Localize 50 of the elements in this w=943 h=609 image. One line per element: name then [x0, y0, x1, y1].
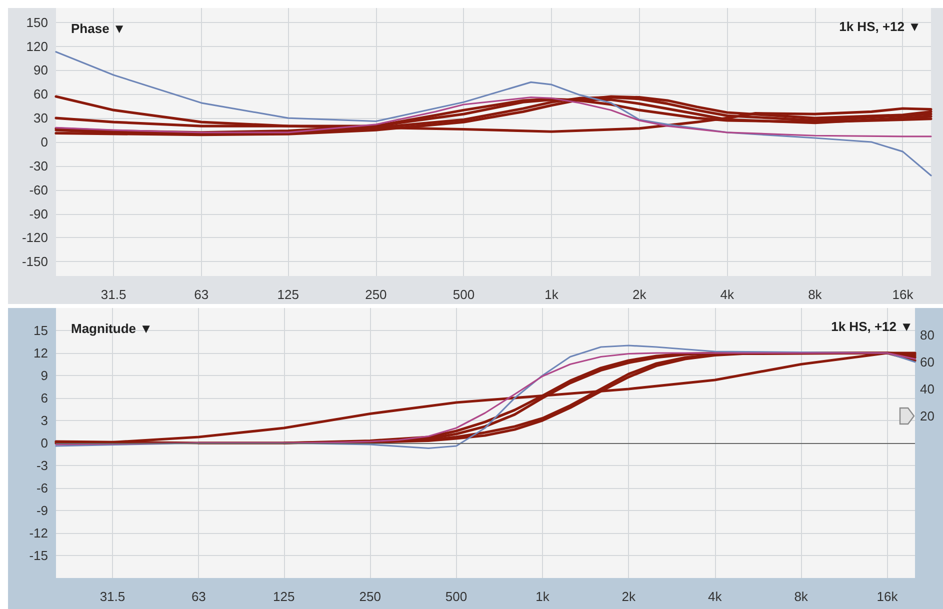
- x-tick-label: 8k: [794, 589, 808, 604]
- annotation: 1k HS, +12 ▼: [831, 319, 914, 334]
- y-tick-label: 9: [40, 368, 48, 383]
- x-tick-label: 4k: [720, 287, 734, 302]
- y-tick-label: 3: [40, 413, 48, 428]
- y-tick-label: -90: [29, 206, 48, 222]
- y-tick-label: -3: [36, 458, 48, 473]
- x-tick-label: 63: [191, 589, 206, 604]
- y-tick-label: 0: [40, 134, 48, 150]
- x-tick-label: 250: [359, 589, 381, 604]
- x-tick-label: 4k: [708, 589, 722, 604]
- y-tick-label: -150: [22, 254, 48, 270]
- y-tick-label: -60: [29, 182, 48, 198]
- y-tick-label: 0: [40, 436, 48, 450]
- y-tick-label: 12: [34, 346, 48, 360]
- y-tick-label: -12: [29, 526, 48, 540]
- annotation: 1k HS, +12 ▼: [839, 19, 922, 34]
- y2-tick-label: 20: [920, 408, 934, 424]
- x-tick-label: 8k: [808, 287, 822, 302]
- x-tick-label: 1k: [536, 589, 550, 604]
- x-tick-label: 31.5: [100, 287, 126, 302]
- y-tick-label: -30: [29, 158, 48, 174]
- y2-tick-label: 60: [920, 354, 934, 370]
- y-tick-label: -9: [36, 503, 48, 518]
- y-tick-label: 30: [34, 110, 48, 126]
- x-tick-label: 125: [277, 287, 299, 302]
- x-tick-label: 16k: [876, 589, 898, 604]
- x-tick-label: 125: [273, 589, 295, 604]
- y2-tick-label: 80: [920, 328, 934, 342]
- x-tick-label: 250: [365, 287, 387, 302]
- x-tick-label: 16k: [892, 287, 914, 302]
- y-tick-label: -15: [29, 548, 48, 563]
- y-tick-label: 60: [34, 86, 48, 102]
- y-tick-label: 120: [26, 38, 48, 54]
- x-tick-label: 2k: [622, 589, 636, 604]
- text: Phase ▼: [71, 21, 126, 36]
- x-tick-label: 500: [452, 287, 475, 302]
- text: Magnitude ▼: [71, 321, 152, 336]
- x-tick-label: 2k: [632, 287, 647, 302]
- y-tick-label: -6: [36, 480, 48, 496]
- x-tick-label: 500: [445, 589, 468, 604]
- x-tick-label: 1k: [544, 287, 559, 302]
- y-tick-label: 15: [34, 323, 48, 338]
- x-tick-label: 31.5: [100, 589, 126, 604]
- x-tick-label: 63: [194, 287, 209, 302]
- y2-tick-label: 40: [920, 382, 934, 396]
- y-tick-label: 150: [26, 14, 48, 30]
- y-tick-label: 6: [40, 390, 48, 406]
- y-tick-label: 90: [34, 62, 48, 78]
- y-tick-label: -120: [22, 230, 48, 246]
